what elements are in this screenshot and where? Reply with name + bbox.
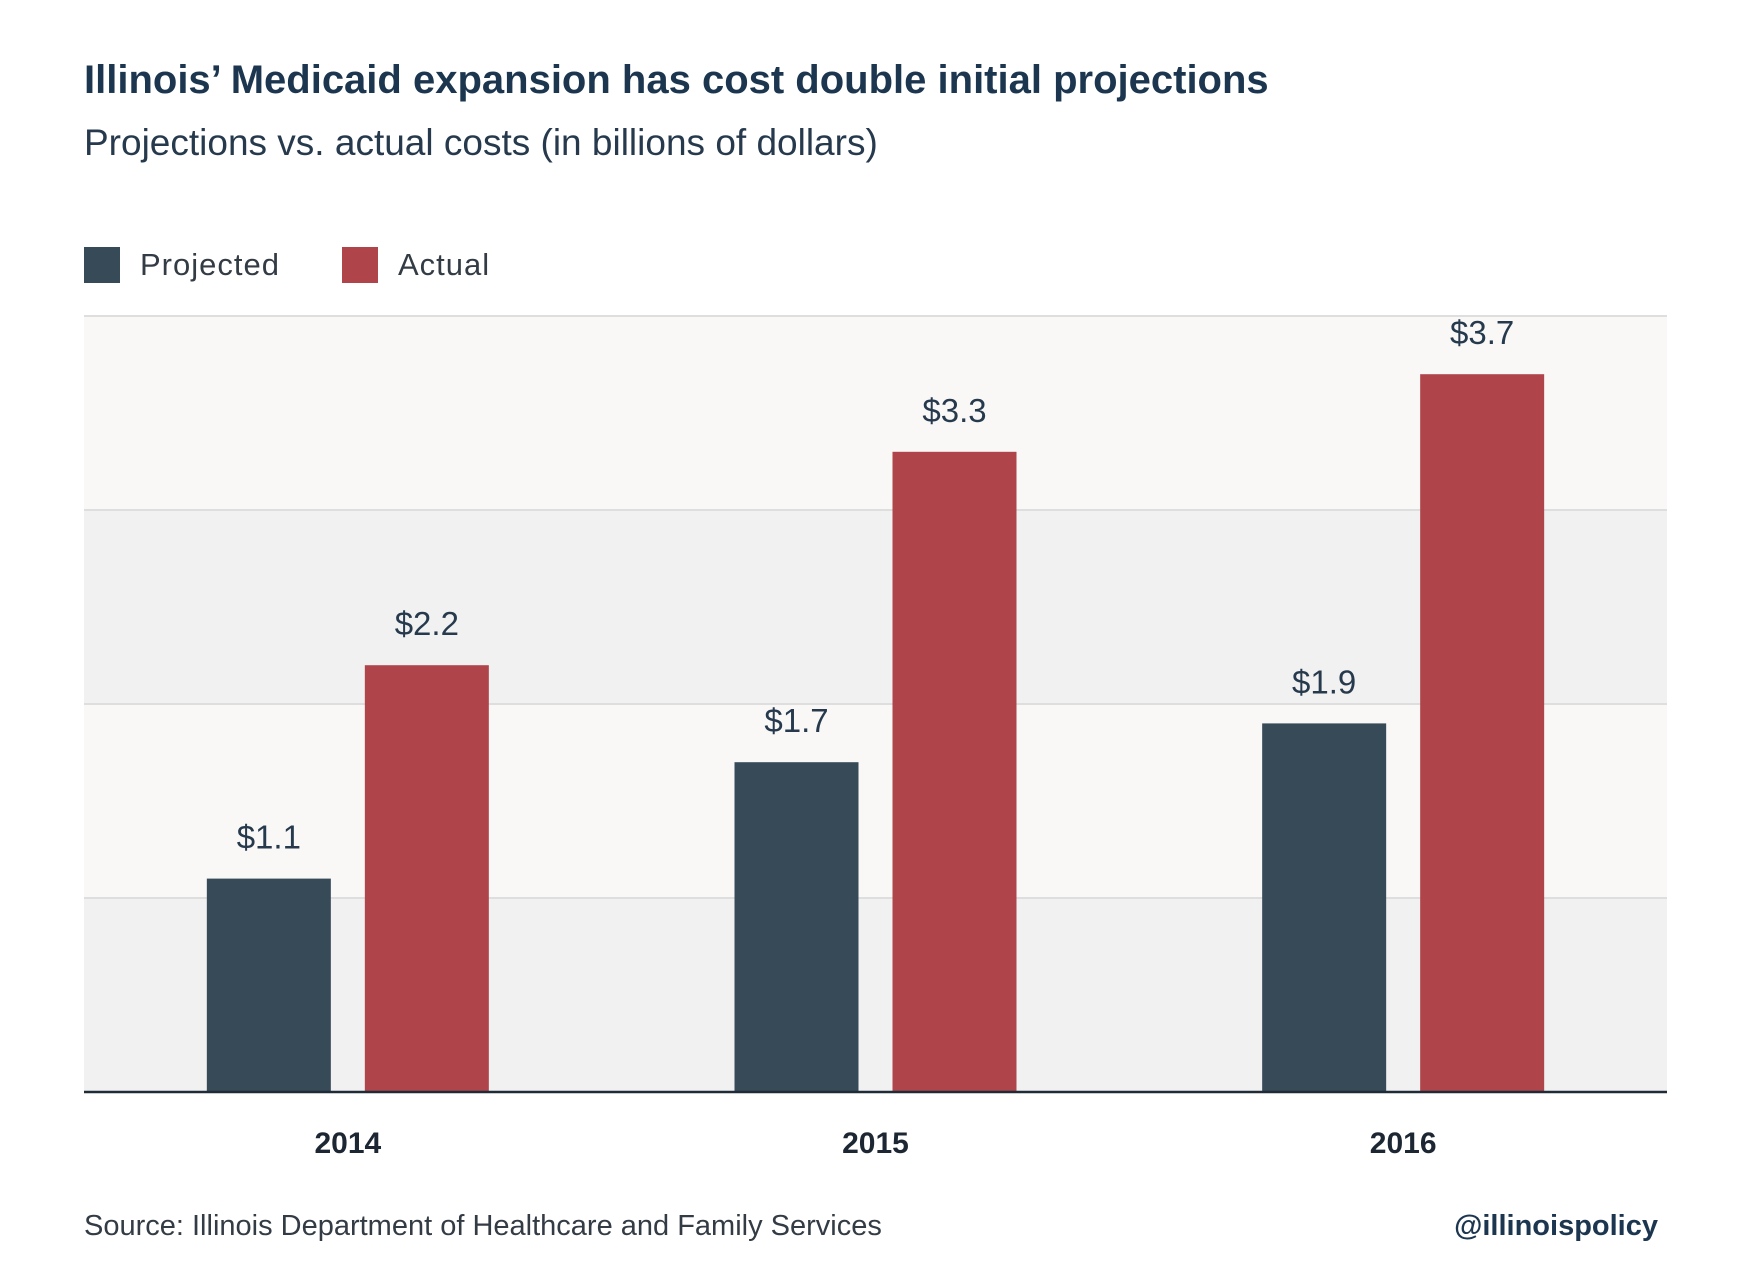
legend-swatch-projected [84, 247, 120, 283]
legend-label-actual: Actual [397, 247, 491, 282]
bar-actual-2014 [364, 665, 489, 1092]
bar-projected-2014 [206, 878, 331, 1092]
data-label-actual-2015: $3.3 [922, 392, 986, 429]
bar-actual-2016 [1420, 374, 1545, 1092]
source-note: Source: Illinois Department of Healthcar… [84, 1210, 882, 1242]
grid-band [84, 704, 1667, 898]
legend-label-projected: Projected [140, 247, 280, 282]
bar-actual-2015 [892, 451, 1017, 1092]
data-label-projected-2014: $1.1 [237, 819, 301, 856]
data-label-projected-2016: $1.9 [1292, 663, 1356, 700]
legend: Projected Actual [84, 245, 552, 285]
social-handle: @illinoispolicy [1454, 1210, 1658, 1242]
data-label-actual-2014: $2.2 [395, 605, 459, 642]
legend-item-actual: Actual [341, 247, 491, 283]
bar-projected-2016 [1262, 723, 1387, 1092]
data-label-projected-2015: $1.7 [764, 702, 828, 739]
x-tick-label-2016: 2016 [1370, 1127, 1437, 1160]
chart-subtitle: Projections vs. actual costs (in billion… [84, 122, 878, 163]
grid-band [84, 898, 1667, 1092]
legend-swatch-actual [341, 247, 378, 283]
x-tick-label-2014: 2014 [314, 1127, 381, 1160]
grid-band [84, 316, 1667, 510]
grid-band [84, 510, 1667, 704]
data-label-actual-2016: $3.7 [1450, 314, 1514, 351]
legend-item-projected: Projected [84, 247, 280, 283]
x-tick-label-2015: 2015 [842, 1127, 909, 1160]
chart-title: Illinois’ Medicaid expansion has cost do… [84, 58, 1269, 102]
bar-projected-2015 [734, 762, 859, 1092]
